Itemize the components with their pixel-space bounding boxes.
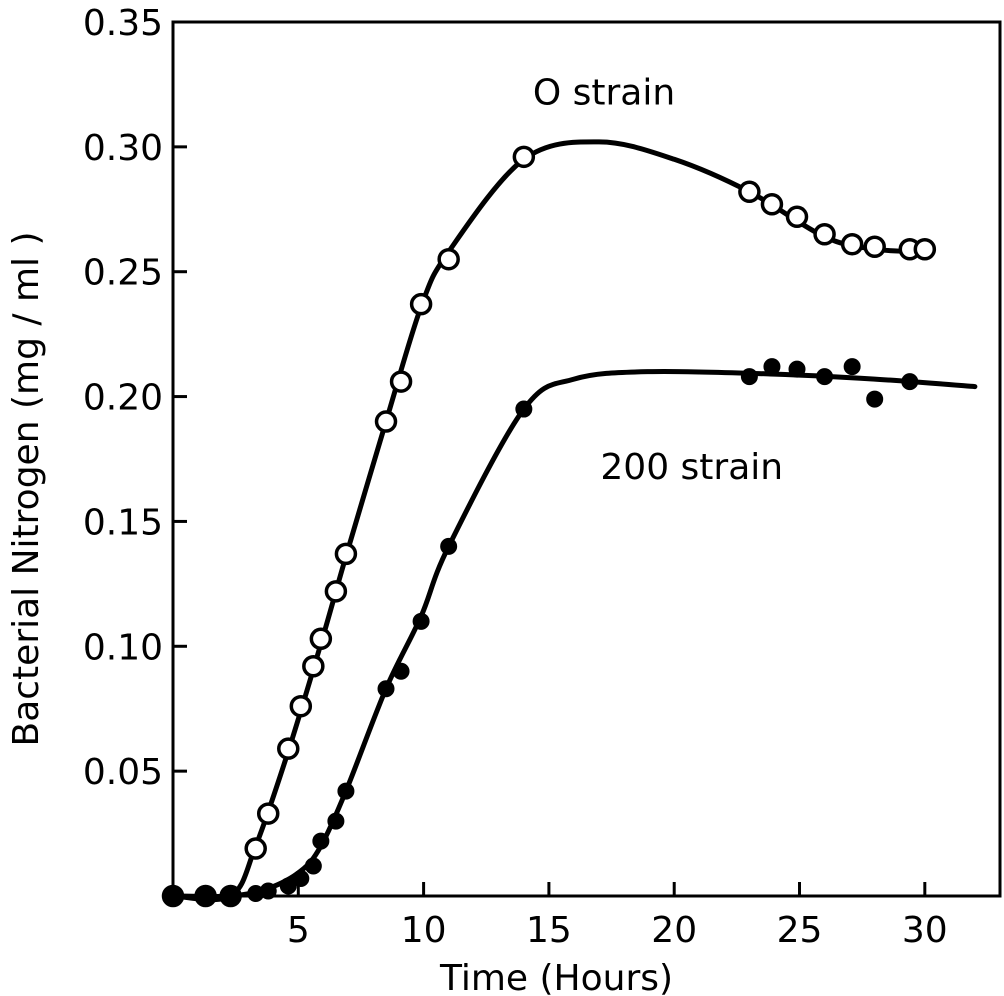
y-tick-label: 0.25 (83, 253, 163, 294)
y-tick-label: 0.35 (83, 3, 163, 44)
point-200-strain (337, 782, 355, 800)
point-o-strain (863, 235, 886, 258)
point-o-strain (840, 232, 864, 256)
point-200-strain (901, 373, 919, 391)
series-annotation: 200 strain (600, 447, 783, 488)
x-axis-label: Time (Hours) (439, 958, 673, 996)
point-o-strain (738, 180, 761, 204)
point-o-strain (409, 292, 433, 316)
point-200-strain (292, 870, 310, 888)
point-o-strain (244, 837, 267, 860)
x-tick-label: 25 (777, 910, 823, 951)
point-o-strain (256, 802, 280, 825)
point-200-strain (327, 812, 345, 830)
point-200-strain (312, 832, 330, 850)
y-tick-label: 0.30 (83, 128, 163, 169)
point-200-strain (843, 358, 861, 376)
x-tick-label: 15 (526, 910, 572, 951)
point-o-strain (389, 370, 413, 393)
y-tick-label: 0.05 (83, 752, 163, 793)
ticks: 5 10 15 20 25 30 0.05 0.10 0.15 0.20 0.25 0.30 0.35 (83, 3, 948, 951)
point-200-strain (412, 612, 430, 630)
point-o-strain (374, 410, 398, 433)
fit-curves (170, 139, 978, 903)
y-tick-label: 0.15 (83, 502, 163, 543)
point-200-strain (377, 680, 395, 698)
point-200-strain (763, 358, 781, 376)
point-o-strain (760, 193, 784, 216)
point-200-strain (816, 368, 834, 386)
data-points (161, 145, 937, 908)
point-o-strain (437, 247, 460, 271)
point-o-strain (289, 694, 313, 718)
point-o-strain (785, 205, 809, 229)
axes (171, 20, 1002, 898)
y-tick-label: 0.10 (83, 627, 163, 668)
point-200-strain (740, 368, 758, 386)
point-o-strain (277, 737, 300, 760)
x-tick-label: 30 (902, 910, 948, 951)
point-o-strain (324, 580, 348, 603)
point-200-strain (440, 537, 458, 555)
point-o-strain (309, 627, 333, 651)
y-axis-label: Bacterial Nitrogen (mg / ml ) (6, 231, 47, 746)
point-o-strain (813, 223, 836, 246)
point-200-strain (392, 662, 410, 680)
curve-o-strain (170, 139, 928, 903)
series-annotation: O strain (533, 72, 675, 113)
point-200-strain (515, 400, 533, 418)
y-tick-label: 0.20 (83, 378, 163, 419)
point-200-strain (279, 877, 297, 895)
point-200-strain (788, 360, 806, 378)
labels: Time (Hours) Bacterial Nitrogen (mg / ml … (6, 72, 783, 996)
point-200-strain (866, 390, 884, 408)
x-tick-label: 10 (401, 910, 447, 951)
plot-frame (171, 20, 1002, 898)
x-tick-label: 20 (651, 910, 697, 951)
point-o-strain (512, 145, 536, 169)
x-tick-label: 5 (287, 910, 310, 951)
point-o-strain (302, 655, 325, 678)
curve-200-strain (170, 368, 978, 900)
point-200-strain (304, 857, 322, 875)
point-o-strain (913, 237, 937, 261)
point-o-strain (334, 542, 358, 566)
